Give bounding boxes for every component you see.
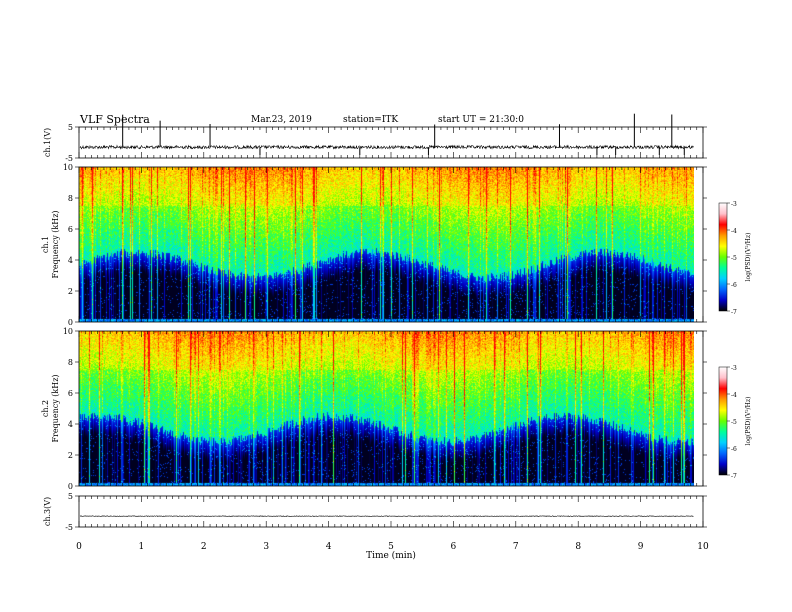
- ch2-spectrogram-y-tick-label: 10: [63, 327, 73, 336]
- chart-title: VLF Spectra: [80, 113, 150, 126]
- x-tick-label: 0: [76, 542, 82, 552]
- ch2-spectrogram-y-tick-label: 2: [68, 451, 73, 460]
- ch1-waveform-y-tick-label: -5: [65, 154, 73, 163]
- ch1-spectrogram-y-tick-label: 2: [68, 287, 73, 296]
- ch3-waveform-x-ticks: [78, 496, 704, 527]
- ch1-spectrogram-y-tick-label: 10: [63, 163, 73, 172]
- x-tick-label: 5: [388, 542, 394, 552]
- start-ut-label: start UT = 21:30:0: [438, 115, 524, 125]
- ch1-spectrogram-ylabel: ch.1: [41, 236, 50, 253]
- ch1-spectrogram-colorbar-tick: -3: [731, 201, 737, 208]
- x-tick-label: 10: [697, 542, 709, 552]
- ch2-spectrogram-colorbar-label: log(PSD)(V²/Hz): [745, 397, 752, 446]
- ch2-spectrogram-ylabel-freq: Frequency (kHz): [51, 374, 60, 442]
- ch2-spectrogram-y-tick-label: 6: [68, 389, 73, 398]
- ch1-spectrogram-image: [79, 167, 694, 322]
- ch1-spectrogram-colorbar-tick: -7: [731, 309, 737, 316]
- x-tick-label: 2: [201, 542, 207, 552]
- ch2-spectrogram-image: [79, 331, 694, 486]
- ch2-spectrogram-ylabel: ch.2: [41, 400, 50, 417]
- ch1-spectrogram-y-ticks: [75, 166, 707, 323]
- ch3-waveform-y-tick-label: -5: [65, 523, 73, 532]
- ch1-spectrogram-colorbar: [718, 202, 728, 312]
- ch2-spectrogram-y-ticks: [75, 330, 707, 487]
- ch2-spectrogram-colorbar-tick: -4: [731, 392, 737, 399]
- ch2-spectrogram-y-tick-label: 8: [68, 358, 73, 367]
- x-axis-label: Time (min): [366, 550, 416, 561]
- ch3-waveform-ylabel: ch.3(V): [43, 497, 52, 526]
- ch1-waveform-trace: [79, 144, 694, 150]
- station-label: station=ITK: [343, 115, 399, 125]
- ch2-spectrogram-colorbar-tick: -5: [731, 419, 737, 426]
- ch1-spectrogram-colorbar-tick: -6: [731, 282, 737, 289]
- ch1-spectrogram-ylabel-freq: Frequency (kHz): [51, 210, 60, 278]
- date-label: Mar.23, 2019: [251, 115, 312, 125]
- x-tick-label: 1: [139, 542, 145, 552]
- ch2-spectrogram-x-ticks: [78, 331, 704, 486]
- ch2-spectrogram-colorbar-tick: -6: [731, 446, 737, 453]
- x-tick-label: 6: [451, 542, 457, 552]
- ch2-spectrogram-colorbar-tick: -7: [731, 473, 737, 480]
- ch1-spectrogram-colorbar-tick: -4: [731, 228, 737, 235]
- ch1-waveform-y-ticks: [75, 126, 707, 159]
- ch1-waveform-ylabel: ch.1(V): [43, 128, 52, 157]
- x-tick-label: 8: [575, 542, 581, 552]
- x-tick-label: 9: [638, 542, 644, 552]
- ch1-waveform-y-tick-label: 5: [68, 123, 73, 132]
- ch1-waveform-x-ticks: [78, 127, 704, 158]
- ch1-spectrogram-y-tick-label: 0: [68, 318, 73, 327]
- ch2-spectrogram-y-tick-label: 4: [68, 420, 73, 429]
- ch1-spectrogram-y-tick-label: 8: [68, 194, 73, 203]
- ch2-spectrogram-colorbar-tick: -3: [731, 365, 737, 372]
- ch3-waveform-y-ticks: [75, 495, 707, 528]
- ch2-spectrogram-colorbar: [718, 366, 728, 476]
- ch1-spectrogram-y-tick-label: 4: [68, 256, 73, 265]
- x-tick-label: 7: [513, 542, 519, 552]
- ch3-waveform-trace: [79, 515, 694, 517]
- ch3-waveform-y-tick-label: 5: [68, 492, 73, 501]
- ch1-spectrogram-x-ticks: [78, 167, 704, 322]
- ch1-spectrogram-y-tick-label: 6: [68, 225, 73, 234]
- ch1-spectrogram-colorbar-tick: -5: [731, 255, 737, 262]
- ch2-spectrogram-y-tick-label: 0: [68, 482, 73, 491]
- x-tick-label: 4: [326, 542, 332, 552]
- ch1-spectrogram-colorbar-label: log(PSD)(V²/Hz): [745, 233, 752, 282]
- x-tick-label: 3: [263, 542, 269, 552]
